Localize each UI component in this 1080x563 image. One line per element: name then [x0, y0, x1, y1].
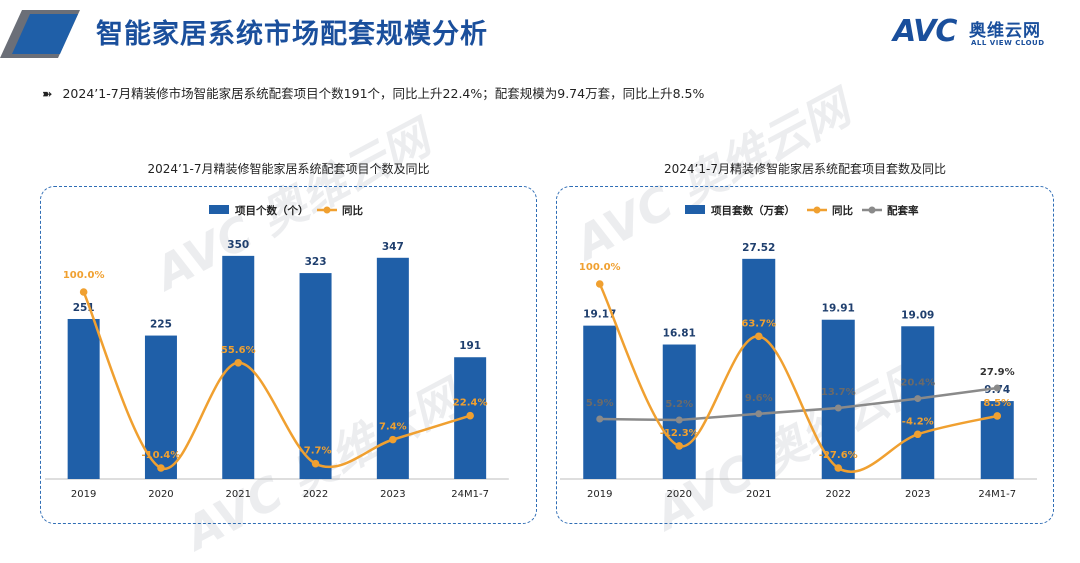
yoy-point — [79, 288, 88, 296]
yoy-point — [913, 430, 922, 439]
chart-panel-left: 项目个数（个） 同比 251 2019 225 2020 350 2021 323 2022 347… — [40, 186, 537, 524]
yoy-line — [82, 291, 471, 470]
yoy-value-label: -10.4% — [142, 450, 181, 461]
chart-left-svg: 项目个数（个） 同比2512019225202035020213232022347… — [45, 204, 509, 500]
yoy-line — [598, 283, 998, 473]
bar-value-label: 347 — [382, 241, 404, 253]
yoy-value-label: -12.3% — [660, 428, 699, 439]
x-tick-label: 2021 — [226, 489, 251, 500]
avc-logo: AVC 奥维云网 ALL VIEW CLOUD — [893, 14, 1073, 54]
x-tick-label: 2022 — [303, 489, 328, 500]
yoy-value-label: 55.6% — [221, 345, 256, 356]
yoy-value-label: -7.7% — [300, 446, 332, 457]
rate-point — [914, 395, 922, 403]
x-tick-label: 2019 — [71, 489, 96, 500]
bar — [299, 273, 332, 479]
rate-point — [834, 404, 842, 412]
rate-point — [596, 415, 604, 423]
page-title: 智能家居系统市场配套规模分析 — [96, 19, 488, 50]
x-tick-label: 2019 — [587, 489, 612, 500]
yoy-point — [157, 464, 165, 472]
yoy-value-label: 8.5% — [983, 398, 1011, 409]
yoy-value-label: 7.4% — [379, 422, 407, 433]
chart-legend: 项目个数（个） 同比 — [209, 204, 363, 217]
yoy-value-label: 63.7% — [741, 318, 776, 329]
logo-en-text: ALL VIEW CLOUD — [971, 39, 1045, 47]
x-tick-label: 2023 — [380, 489, 405, 500]
logo-cn-text: 奥维云网 — [969, 21, 1041, 41]
yoy-point — [993, 412, 1002, 420]
x-tick-label: 2021 — [746, 489, 771, 500]
legend-yoy-marker — [323, 206, 331, 214]
bar-value-label: 16.81 — [663, 328, 696, 340]
chart-panel-right: 项目套数（万套） 同比 配套率 19.17 2019 16.81 2020 27.52 2021… — [556, 186, 1054, 524]
arrow-bullet-icon: ➽ — [42, 86, 53, 101]
legend-label: 配套率 — [887, 204, 919, 217]
yoy-point — [389, 435, 397, 444]
summary-line: ➽ 2024’1-7月精装修市场智能家居系统配套项目个数191个，同比上升22.4… — [42, 83, 704, 102]
yoy-value-label: -4.2% — [902, 416, 934, 427]
bar — [583, 325, 617, 479]
rate-line — [599, 386, 998, 422]
chart-title-right: 2024’1-7月精装修智能家居系统配套项目套数及同比 — [664, 162, 946, 176]
bar-value-label: 350 — [227, 239, 249, 251]
yoy-point — [834, 464, 843, 472]
legend-label: 项目个数（个） — [235, 204, 309, 217]
rate-value-label: 5.9% — [586, 398, 614, 409]
yoy-value-label: 100.0% — [579, 262, 621, 273]
rate-value-label: 9.6% — [745, 393, 773, 404]
bar — [742, 258, 776, 479]
summary-text: 2024’1-7月精装修市场智能家居系统配套项目个数191个，同比上升22.4%… — [62, 86, 705, 101]
rate-point — [675, 416, 683, 424]
chart-right-svg: 项目套数（万套） 同比 配套率 19.17 2019 16.81 2020 27.52 2021… — [560, 204, 1037, 500]
logo-avc-text: AVC — [893, 14, 957, 49]
x-tick-label: 2020 — [667, 489, 692, 500]
chart-legend: 项目套数（万套） 同比 配套率 — [685, 204, 919, 217]
yoy-value-label: 22.4% — [453, 398, 488, 409]
x-tick-label: 2023 — [905, 489, 930, 500]
x-tick-label: 24M1-7 — [978, 489, 1016, 500]
legend-label: 项目套数（万套） — [711, 204, 795, 217]
yoy-value-label: 100.0% — [63, 270, 105, 281]
header-accent-bar — [0, 10, 80, 58]
legend-bar-swatch — [209, 205, 229, 214]
bar — [821, 319, 855, 479]
yoy-point — [234, 358, 243, 367]
bar — [662, 344, 696, 479]
chart-title-left: 2024’1-7月精装修智能家居系统配套项目个数及同比 — [147, 162, 430, 176]
bar-value-label: 19.09 — [901, 309, 934, 321]
bar — [67, 318, 100, 479]
bar-value-label: 323 — [305, 256, 327, 268]
legend-rate-marker — [868, 206, 876, 214]
bar-value-label: 225 — [150, 319, 172, 331]
rate-point — [755, 410, 763, 418]
bar-value-label: 191 — [459, 340, 481, 352]
rate-point — [993, 384, 1001, 392]
legend-label: 同比 — [832, 204, 853, 217]
rate-value-label: 27.9% — [980, 367, 1015, 378]
bar-value-label: 27.52 — [742, 242, 775, 254]
x-tick-label: 2020 — [148, 489, 173, 500]
bar-value-label: 19.17 — [583, 309, 616, 321]
yoy-point — [675, 442, 684, 450]
rate-value-label: 5.2% — [665, 399, 693, 410]
yoy-value-label: -27.6% — [819, 450, 858, 461]
legend-bar-swatch — [685, 205, 705, 214]
x-tick-label: 24M1-7 — [451, 489, 489, 500]
legend-label: 同比 — [342, 204, 363, 217]
x-tick-label: 2022 — [826, 489, 851, 500]
yoy-point — [754, 332, 763, 341]
yoy-point — [311, 459, 320, 468]
rate-value-label: 20.4% — [900, 378, 935, 389]
yoy-point — [595, 280, 604, 288]
bar-value-label: 19.91 — [822, 303, 855, 315]
bar — [144, 335, 177, 479]
rate-value-label: 13.7% — [821, 387, 856, 398]
legend-yoy-marker — [813, 206, 821, 214]
bar — [901, 326, 935, 479]
bar — [376, 257, 409, 479]
yoy-point — [466, 411, 474, 420]
